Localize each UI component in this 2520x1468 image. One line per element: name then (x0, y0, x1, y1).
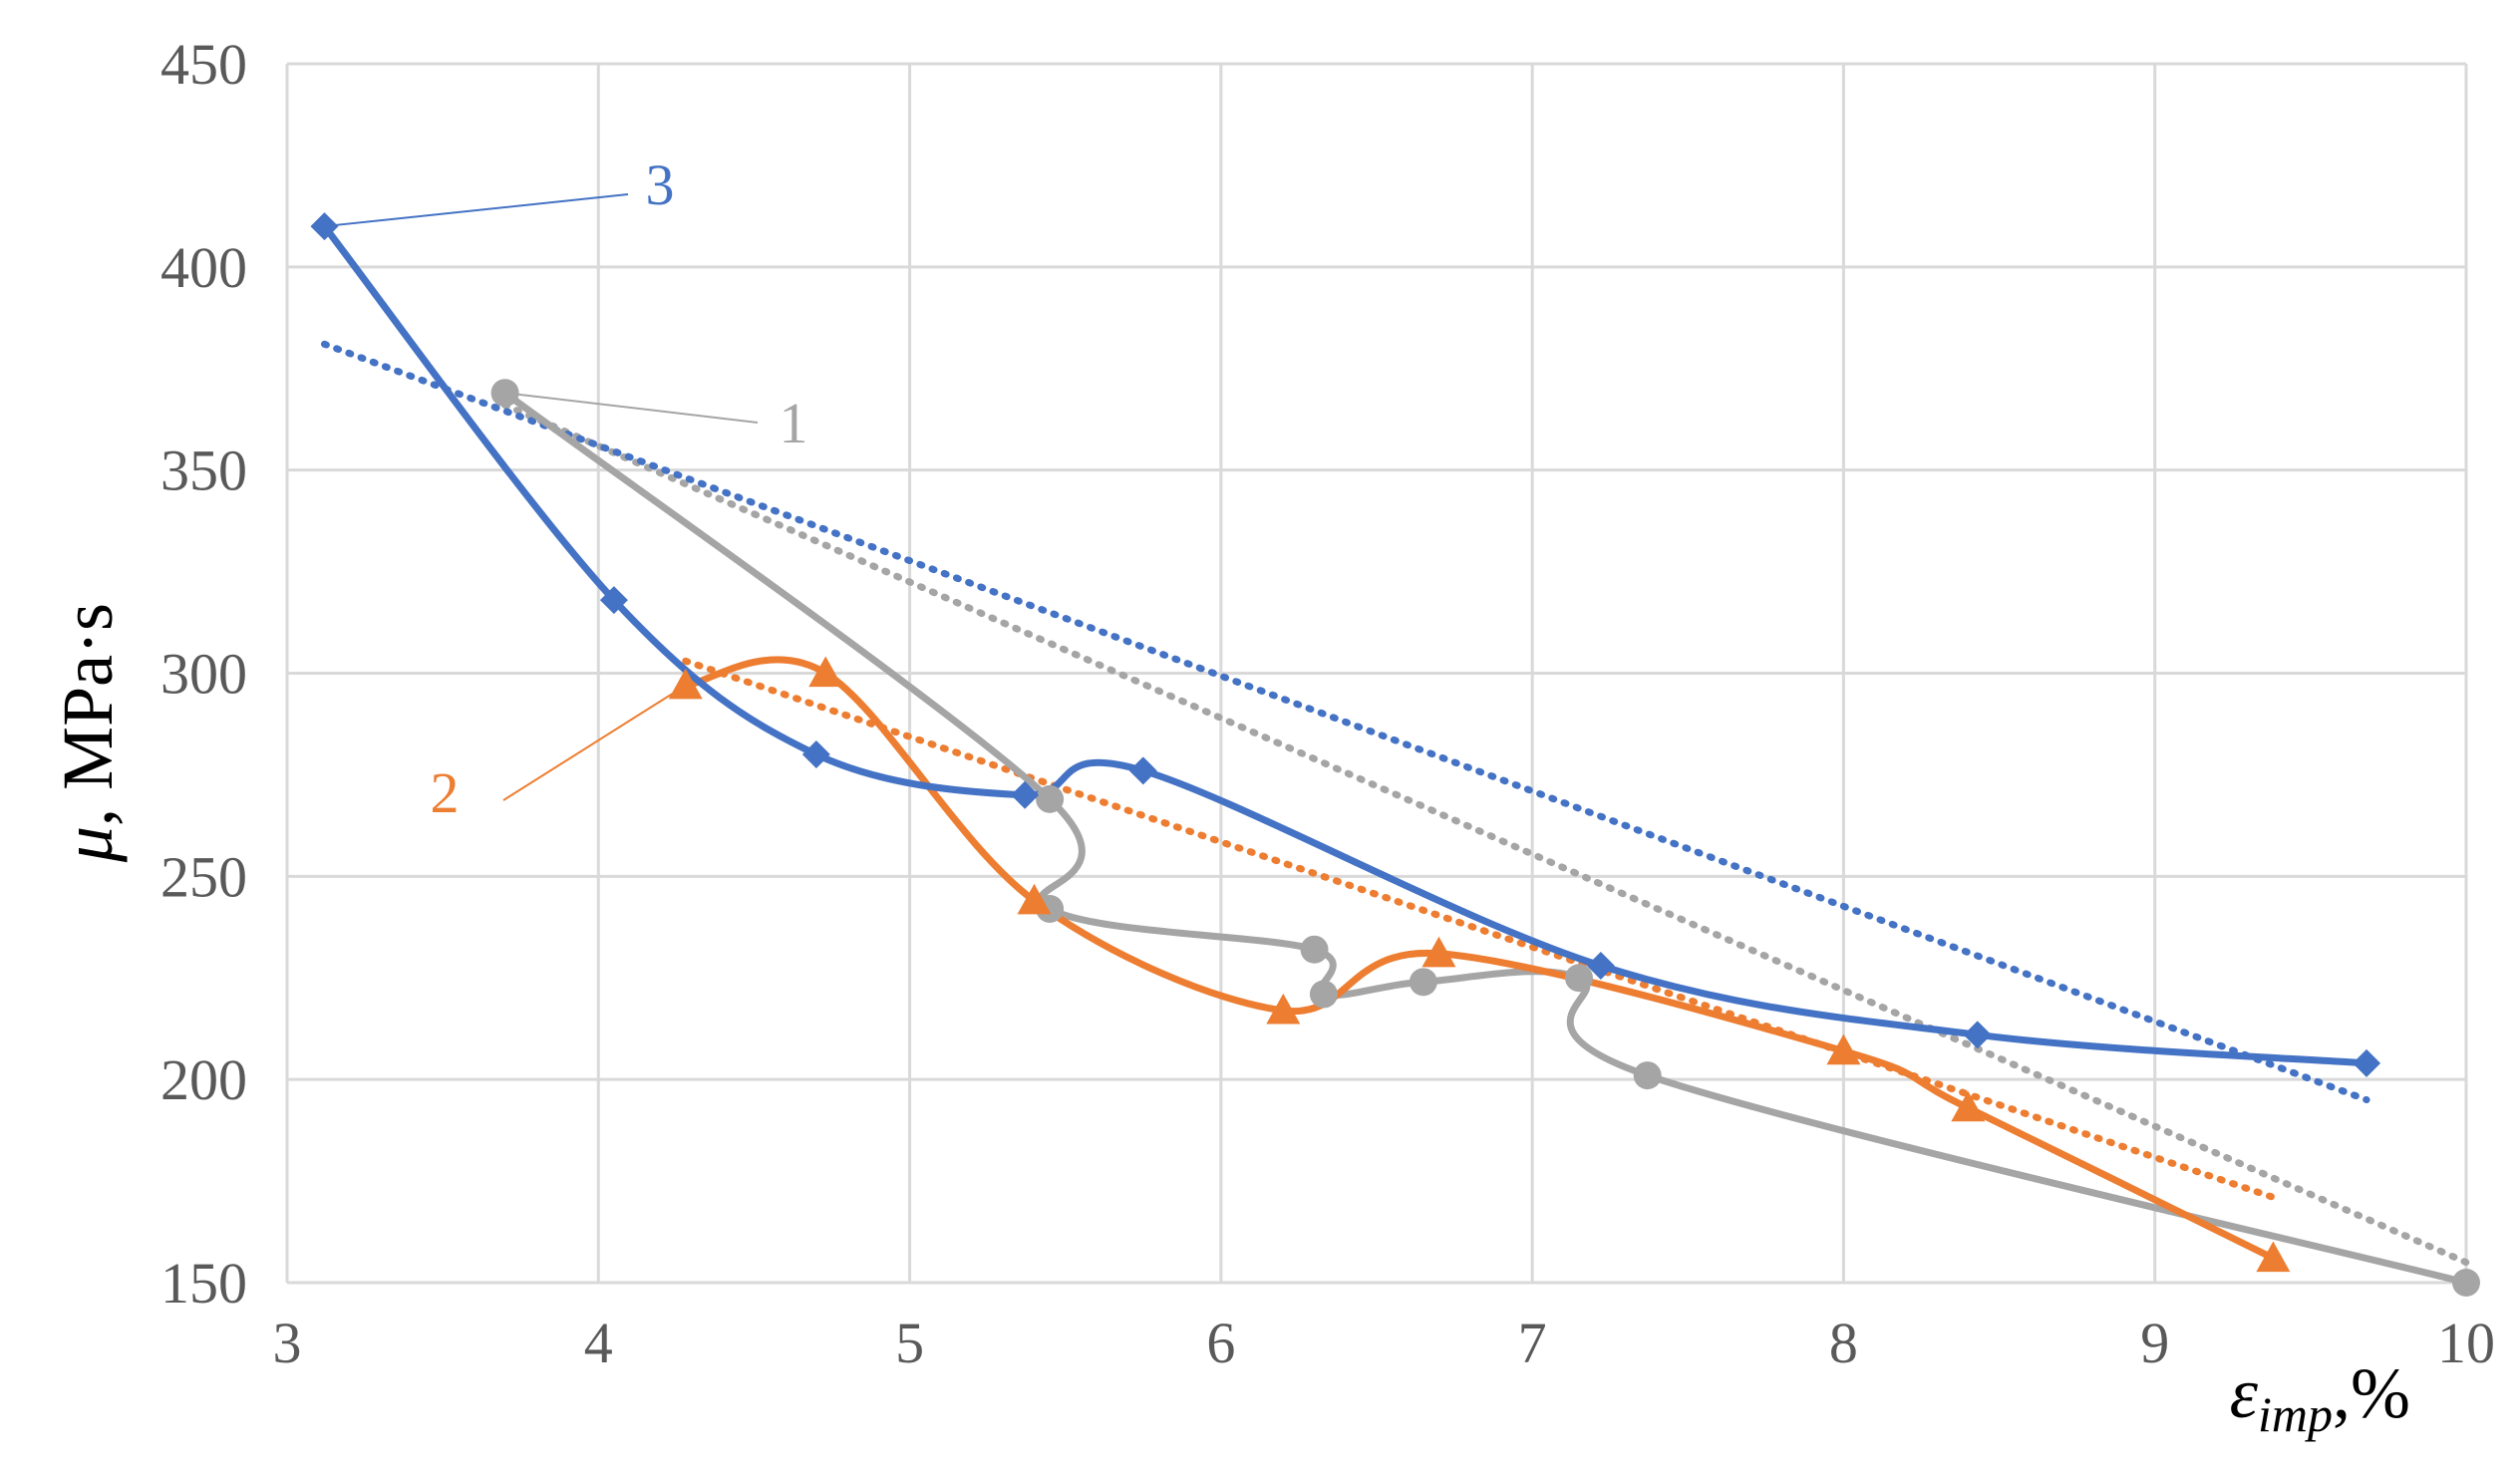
series-1-marker (1633, 1061, 1662, 1090)
series-2-marker (808, 656, 843, 688)
y-tick-label: 300 (160, 642, 247, 707)
series-3-line (321, 222, 2370, 1067)
y-tick-label: 150 (160, 1251, 247, 1316)
series-1-label: 1 (780, 391, 808, 455)
y-tick-label: 200 (160, 1047, 247, 1112)
series-1-marker (2452, 1269, 2480, 1297)
x-tick-label: 5 (895, 1311, 924, 1375)
series-3-trendline (320, 340, 2370, 1104)
series-2-leader-line (502, 684, 687, 801)
series-3-marker (1011, 780, 1040, 809)
y-tick-label: 400 (160, 235, 247, 300)
trendlines (320, 340, 2470, 1267)
series-markers (310, 212, 2480, 1297)
series-2-marker (1826, 1033, 1861, 1065)
x-tick-label: 6 (1206, 1311, 1235, 1375)
series-3-marker (1963, 1021, 1992, 1049)
series-3-marker (1586, 952, 1615, 981)
series-1-marker (1036, 784, 1065, 813)
series-3-label: 3 (646, 152, 675, 217)
x-tick-label: 7 (1518, 1311, 1547, 1375)
y-axis-unit: , MPa·s (48, 603, 128, 826)
x-tick-label: 4 (584, 1311, 613, 1375)
series-2-marker (2256, 1241, 2291, 1273)
y-tick-label: 250 (160, 844, 247, 909)
series-3-leader-line (324, 193, 629, 228)
x-tick-label: 3 (273, 1311, 302, 1375)
y-tick-label: 350 (160, 439, 247, 503)
series-1-marker (1300, 935, 1329, 964)
series-1-marker (1409, 968, 1437, 997)
x-axis-subscript: imp (2258, 1386, 2333, 1442)
series-callouts: 1 2 3 (324, 152, 808, 825)
x-tick-label: 9 (2140, 1311, 2169, 1375)
series-1-line (501, 389, 2470, 1287)
series-1-trendline (501, 401, 2470, 1267)
x-axis-symbol: ε (2230, 1353, 2259, 1433)
x-axis-title: εimp,% (2230, 1353, 2410, 1442)
series-1-marker (1564, 964, 1593, 993)
series-3-marker (1128, 756, 1157, 785)
series-2-trendline (682, 657, 2277, 1201)
series-3-marker (599, 586, 628, 615)
x-tick-label: 10 (2437, 1311, 2495, 1375)
series-1-marker (490, 379, 519, 408)
series-3-marker (801, 740, 830, 769)
tick-labels: 3 4 5 6 7 8 9 10 150 200 250 300 350 400 450 (160, 32, 2495, 1375)
y-axis-symbol: μ (48, 826, 128, 863)
series-2-marker (1421, 936, 1456, 968)
series-1-marker (1309, 980, 1338, 1009)
x-axis-unit: ,% (2333, 1353, 2410, 1433)
x-tick-label: 8 (1829, 1311, 1858, 1375)
series-1-leader-line (504, 392, 759, 424)
series-2-marker (1266, 993, 1301, 1025)
series-2-marker (1951, 1090, 1986, 1122)
series-2-marker (1017, 883, 1052, 915)
gridlines (285, 62, 2468, 1285)
series-2-line (682, 656, 2277, 1262)
series-2-label: 2 (431, 760, 460, 825)
y-tick-label: 450 (160, 32, 247, 97)
y-axis-title: μ, MPa·s (48, 603, 128, 863)
series-3-marker (2353, 1048, 2381, 1077)
